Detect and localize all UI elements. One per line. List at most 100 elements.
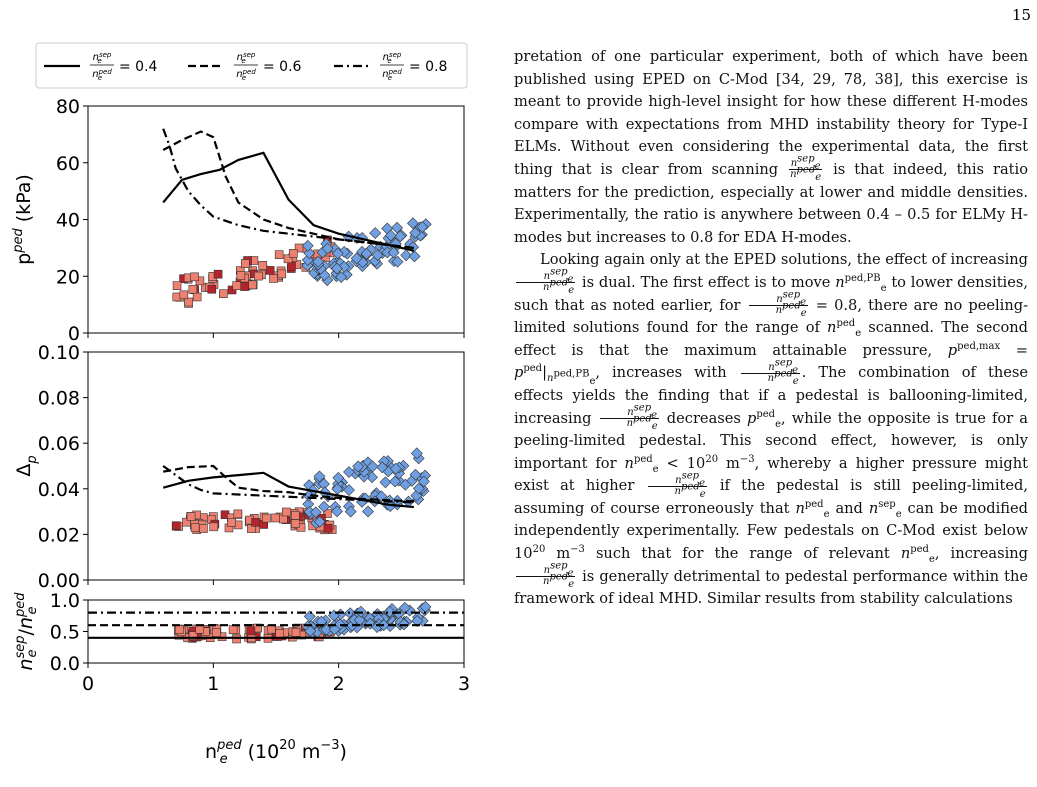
data-point-diamond <box>343 484 355 496</box>
x-tick-label: 0 <box>82 673 94 695</box>
x-tick-label: 3 <box>458 673 470 695</box>
ratio-fraction: nsepe npede <box>740 358 800 386</box>
data-point-diamond <box>335 271 348 284</box>
data-point-square <box>269 274 278 283</box>
y-tick-label: 40 <box>56 210 80 232</box>
y-tick-label: 0.08 <box>38 388 80 410</box>
data-point-square <box>199 524 208 533</box>
body-text: pretation of one particular experiment, … <box>514 46 1028 611</box>
axes-frame <box>87 105 465 334</box>
y-axis-label: pped (kPa) <box>11 174 35 265</box>
data-point-diamond <box>309 506 322 519</box>
data-point-diamond <box>389 475 401 488</box>
plot-area <box>162 128 432 308</box>
data-point-square <box>232 281 241 290</box>
data-point-square <box>179 290 189 300</box>
legend-label-solid: = 0.4 <box>119 59 158 75</box>
data-point-diamond <box>313 470 326 483</box>
data-point-square <box>209 522 219 532</box>
data-point-square <box>236 271 246 280</box>
data-point-diamond <box>409 226 422 239</box>
model-line-dashed <box>162 130 414 249</box>
data-point-diamond <box>350 252 363 265</box>
data-point-diamond <box>331 505 343 518</box>
data-point-square <box>277 269 287 279</box>
data-point-diamond <box>301 239 314 252</box>
data-point-diamond <box>330 262 343 275</box>
data-point-square <box>323 524 333 533</box>
data-point-diamond <box>331 247 344 260</box>
data-point-square <box>254 271 263 281</box>
legend-frame <box>35 42 468 89</box>
data-point-square <box>184 297 194 307</box>
data-point-diamond <box>389 462 402 475</box>
model-line-dashed <box>163 464 414 503</box>
data-point-diamond <box>412 482 425 495</box>
model-line-solid <box>162 471 414 509</box>
data-point-square <box>190 272 199 282</box>
data-point-diamond <box>384 229 397 242</box>
data-point-diamond <box>376 461 389 474</box>
data-point-diamond <box>399 478 412 491</box>
x-axis-label: nped e (1020 m−3) <box>205 738 347 767</box>
data-point-square <box>289 249 298 258</box>
delta-panel: 0.00 0.02 0.04 0.06 0.08 0.10 Δp <box>13 342 465 592</box>
data-point-square <box>192 292 202 302</box>
plot-area <box>88 600 464 644</box>
legend-label-dashed: = 0.6 <box>263 59 302 75</box>
data-point-square <box>228 625 238 634</box>
y-axis-label: nsepe/npede <box>13 592 40 671</box>
model-line-dashdot <box>162 128 414 249</box>
y-tick-label: 0.10 <box>38 342 80 364</box>
y-tick-label: 80 <box>56 96 80 118</box>
y-tick-label: 0.04 <box>38 479 80 501</box>
data-point-square <box>266 624 276 634</box>
data-point-square <box>258 261 267 270</box>
data-point-diamond <box>313 515 326 528</box>
data-point-diamond <box>391 255 404 268</box>
ratio-fraction: nsepe npede <box>789 154 823 184</box>
data-point-diamond <box>366 460 379 473</box>
x-tick-label: 1 <box>207 673 219 695</box>
ratio-fraction: nsepe npede <box>516 268 576 296</box>
paragraph-1: pretation of one particular experiment, … <box>514 48 1028 246</box>
data-point-diamond <box>391 221 404 234</box>
axes-frame <box>87 351 465 581</box>
ratio-fraction: nsepe npede <box>516 561 576 590</box>
data-point-diamond <box>321 242 334 255</box>
data-point-square <box>262 513 271 523</box>
y-tick-label: 0.06 <box>38 433 80 455</box>
data-point-square <box>287 262 296 271</box>
data-point-square <box>291 628 301 637</box>
data-point-square <box>188 631 198 640</box>
data-point-diamond <box>344 505 357 518</box>
data-point-square <box>232 634 241 644</box>
data-point-diamond <box>312 255 325 268</box>
y-axis-label: Δp <box>13 455 40 476</box>
data-point-square <box>240 259 250 268</box>
data-point-square <box>291 511 300 520</box>
y-tick-label: 0.00 <box>38 570 80 592</box>
data-point-square <box>275 629 284 638</box>
plot-area <box>162 447 431 535</box>
data-point-diamond <box>320 623 333 636</box>
y-tick-label: 60 <box>56 153 80 175</box>
data-point-square <box>323 509 332 518</box>
data-point-diamond <box>383 605 396 618</box>
y-tick-label: 1.0 <box>50 590 80 612</box>
data-point-square <box>291 519 300 528</box>
experimental-points <box>171 447 431 535</box>
data-point-square <box>175 625 184 634</box>
data-point-square <box>274 250 284 259</box>
data-point-square <box>227 518 236 527</box>
data-point-square <box>247 280 257 290</box>
data-point-square <box>171 521 181 530</box>
data-point-diamond <box>371 249 384 262</box>
y-tick-label: 0.0 <box>50 653 80 675</box>
density-ratio-panel: 0.0 0.5 1.0 0 1 2 3 nsepe/npede <box>13 590 470 695</box>
data-point-diamond <box>410 447 423 460</box>
ratio-fraction: nsepe npede <box>599 403 659 432</box>
data-point-diamond <box>411 615 424 627</box>
ratio-fraction: nsepe npede <box>647 471 707 499</box>
